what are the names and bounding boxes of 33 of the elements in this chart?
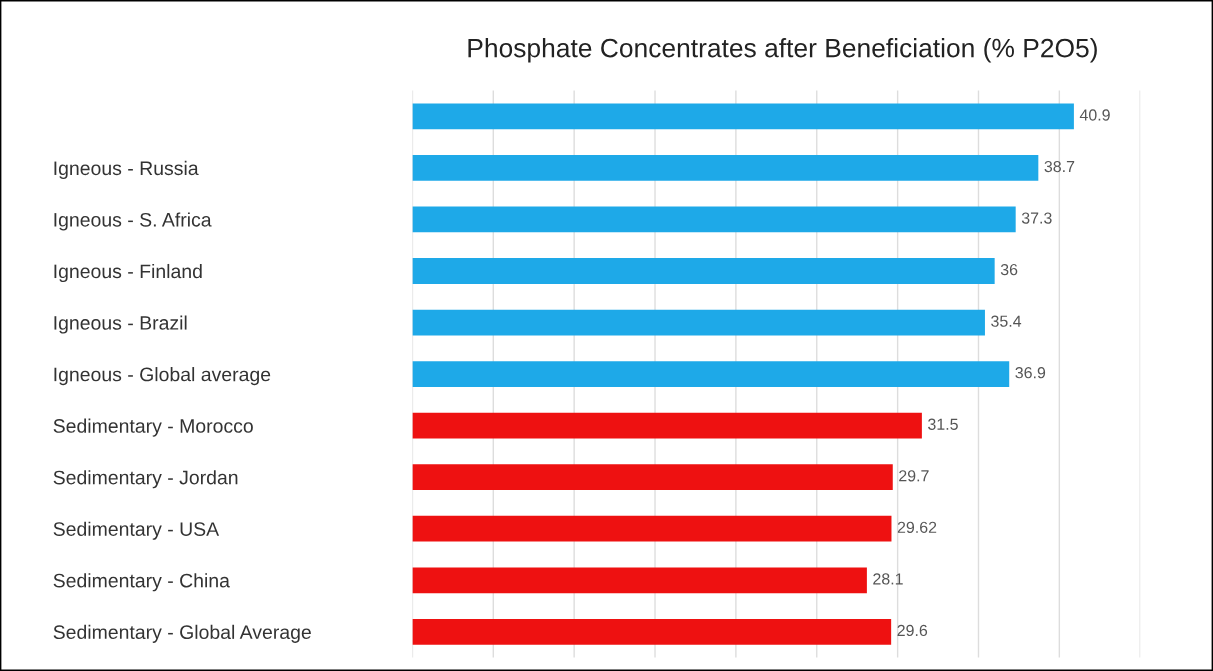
data-label: 29.6 xyxy=(897,624,928,637)
y-tick-label: Sedimentary - China xyxy=(53,573,230,592)
y-tick-label: Sedimentary - Jordan xyxy=(53,470,238,489)
bar xyxy=(412,618,892,645)
data-label: 38.7 xyxy=(1044,160,1075,173)
bar xyxy=(412,412,922,439)
bar xyxy=(412,567,867,594)
y-tick-label: Sedimentary - Morocco xyxy=(53,418,253,437)
y-tick-label: Sedimentary - USA xyxy=(53,521,220,540)
bar xyxy=(412,103,1074,130)
bar xyxy=(412,464,893,491)
data-label: 28.1 xyxy=(873,573,903,585)
y-tick-label: Sedimentary - Global Average xyxy=(53,624,311,643)
bar xyxy=(412,206,1016,233)
bar xyxy=(412,515,892,542)
y-tick-label: Igneous - S. Africa xyxy=(54,212,212,231)
bar xyxy=(412,258,995,284)
bar xyxy=(412,309,985,336)
data-label: 40.9 xyxy=(1079,109,1110,121)
y-tick-label: Igneous - Russia xyxy=(54,160,199,179)
chart-title: Phosphate Concentrates after Beneficiation (% P2O5) xyxy=(468,38,1097,63)
bar xyxy=(412,155,1039,181)
data-label: 35.4 xyxy=(991,315,1022,327)
data-label: 31.5 xyxy=(928,418,958,430)
data-label: 29.7 xyxy=(899,470,929,482)
data-label: 36.9 xyxy=(1015,367,1046,379)
data-label: 29.62 xyxy=(897,521,937,534)
data-label: 36 xyxy=(1000,263,1018,276)
bar xyxy=(412,361,1010,387)
y-tick-label: Igneous - Brazil xyxy=(54,315,187,334)
data-label: 37.3 xyxy=(1021,212,1052,224)
y-tick-label: Igneous - Finland xyxy=(54,263,202,283)
y-tick-label: Igneous - Global average xyxy=(54,367,271,386)
